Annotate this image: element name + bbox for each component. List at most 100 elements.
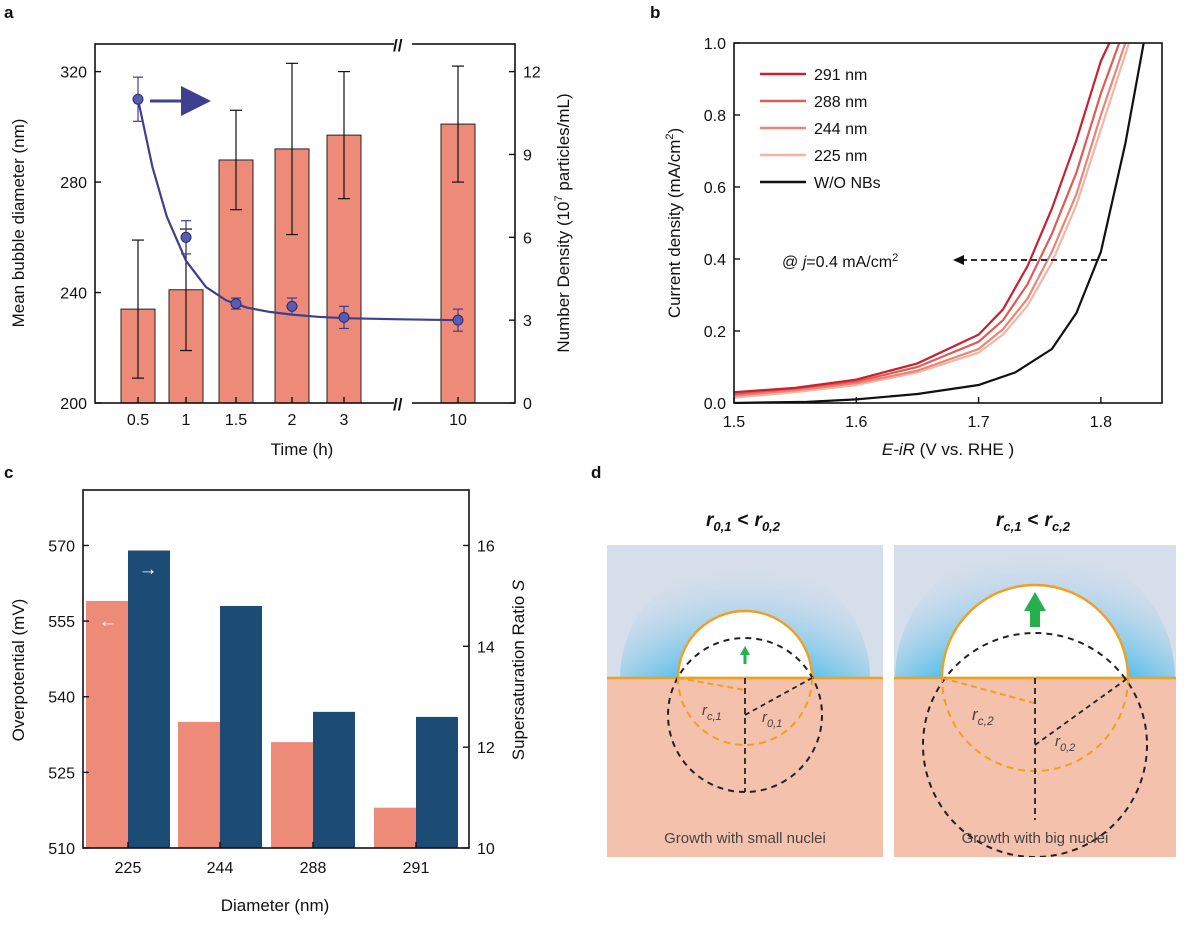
y-tick-label: 320 bbox=[60, 65, 87, 82]
supersaturation-bar bbox=[128, 550, 170, 848]
growth-arrow-shaft bbox=[1030, 610, 1040, 627]
label-rc1-sub: c,1 bbox=[707, 711, 722, 723]
data-point bbox=[452, 314, 464, 326]
panel-label-c: c bbox=[4, 463, 13, 482]
x-tick-label: 1.8 bbox=[1090, 414, 1112, 431]
axis-break-top: // bbox=[393, 36, 403, 55]
label-rc2-sub: c,2 bbox=[978, 714, 994, 728]
y-tick-label: 0.0 bbox=[704, 396, 726, 413]
left-title-less: < bbox=[737, 510, 748, 531]
y-axis-title: Overpotential (mV) bbox=[9, 599, 28, 742]
x-tick-label: 225 bbox=[115, 860, 142, 877]
y2-axis-title-italic: S bbox=[509, 579, 528, 591]
y-axis-title-tail: ) bbox=[665, 128, 684, 134]
label-r01-sub: 0,1 bbox=[767, 718, 782, 730]
y-tick-label: 525 bbox=[48, 765, 75, 782]
y-tick-label: 200 bbox=[60, 396, 87, 413]
y-tick-label: 570 bbox=[48, 538, 75, 555]
plot-frame bbox=[733, 42, 1163, 404]
plot-frame bbox=[82, 489, 470, 849]
right-title-r2: r bbox=[1045, 510, 1054, 531]
y-tick-label: 240 bbox=[60, 286, 87, 303]
y2-axis-title-main: Number Density (10 bbox=[554, 201, 573, 352]
nucleation-diagram: r0,1 < r0,2 rc,1 < rc,2 rc,1 r0,1 Grow bbox=[607, 510, 1176, 857]
chart-b: 1.5 1.6 1.7 1.8 0.0 0.2 0.4 0.6 0.8 1.0 291 nm 288… bbox=[664, 36, 1163, 459]
right-caption: Growth with big nuclei bbox=[962, 830, 1109, 847]
y-tick-label: 0.8 bbox=[704, 108, 726, 125]
label-r02-sub: 0,2 bbox=[1060, 742, 1075, 754]
x-axis-title-italic: E-iR bbox=[882, 440, 915, 459]
series-line bbox=[734, 42, 1121, 396]
x-axis-title: Diameter (nm) bbox=[221, 896, 330, 915]
liquid-region bbox=[607, 678, 883, 857]
right-diagram-title: rc,1 < rc,2 bbox=[996, 510, 1071, 534]
series-line bbox=[734, 42, 1111, 394]
y2-tick-label: 0 bbox=[523, 396, 532, 413]
series-line bbox=[734, 42, 1145, 404]
right-title-r1: r bbox=[996, 510, 1005, 531]
annotation-prefix: @ bbox=[782, 254, 803, 271]
overpotential-bar bbox=[374, 807, 416, 848]
data-point bbox=[180, 231, 192, 243]
left-title-r1: r bbox=[706, 510, 715, 531]
radius-line-r0 bbox=[1034, 677, 1129, 746]
y2-tick-label: 16 bbox=[477, 538, 495, 555]
radius-line-rc bbox=[677, 677, 746, 691]
radius-line-r0 bbox=[744, 677, 813, 716]
nucleus-circle-r0 bbox=[667, 637, 823, 793]
data-point bbox=[286, 300, 298, 312]
annotation-sup: 2 bbox=[892, 252, 898, 264]
growth-arrow-icon bbox=[1024, 592, 1046, 611]
y2-tick-label: 3 bbox=[523, 313, 532, 330]
x-tick-label: 0.5 bbox=[127, 412, 149, 429]
bar bbox=[274, 148, 310, 404]
y2-axis-title: Supersaturation Ratio S bbox=[509, 579, 528, 760]
y-tick-label: 1.0 bbox=[704, 36, 726, 53]
legend-label: 244 nm bbox=[814, 121, 867, 138]
y-tick-label: 0.2 bbox=[704, 324, 726, 341]
annotation-value: =0.4 mA/cm bbox=[806, 254, 892, 271]
panel-label-a: a bbox=[4, 3, 14, 22]
y2-tick-label: 12 bbox=[477, 740, 495, 757]
y-tick-label: 0.6 bbox=[704, 180, 726, 197]
y-tick-label: 540 bbox=[48, 690, 75, 707]
x-tick-label: 1.7 bbox=[967, 414, 989, 431]
legend-label: 288 nm bbox=[814, 94, 867, 111]
x-tick-label: 10 bbox=[449, 412, 467, 429]
supersaturation-bar bbox=[416, 716, 458, 848]
left-title-r2: r bbox=[755, 510, 764, 531]
panel-label-d: d bbox=[591, 463, 601, 482]
annotation-arrowhead bbox=[953, 255, 964, 265]
y2-tick-label: 9 bbox=[523, 147, 532, 164]
left-axis-arrow: ← bbox=[99, 611, 118, 632]
legend-label: 225 nm bbox=[814, 148, 867, 165]
data-point bbox=[132, 93, 144, 105]
y2-tick-label: 10 bbox=[477, 841, 495, 858]
series-line bbox=[734, 42, 1131, 399]
nucleus-circle-r0 bbox=[922, 632, 1148, 857]
label-r02: r0,2 bbox=[1055, 733, 1075, 754]
y2-axis-title: Number Density (107 particles/mL) bbox=[553, 93, 573, 352]
growth-arrow-icon bbox=[740, 646, 750, 655]
left-diagram-title: r0,1 < r0,2 bbox=[706, 510, 781, 534]
x-tick-label: 1.6 bbox=[845, 414, 867, 431]
left-title-sub2: 0,2 bbox=[762, 519, 781, 534]
axis-break-mask-bottom bbox=[394, 395, 412, 411]
x-tick-label: 244 bbox=[207, 860, 234, 877]
x-tick-label: 1.5 bbox=[225, 412, 247, 429]
label-rc2: rc,2 bbox=[972, 705, 994, 728]
overpotential-bar bbox=[271, 742, 313, 848]
label-r01-r: r bbox=[762, 709, 768, 726]
label-rc1: rc,1 bbox=[702, 702, 722, 723]
radius-line-rc bbox=[941, 677, 1035, 704]
x-tick-label: 291 bbox=[403, 860, 430, 877]
x-tick-label: 1 bbox=[182, 412, 191, 429]
axis-break-mask-top bbox=[394, 36, 412, 52]
label-r01: r0,1 bbox=[762, 709, 782, 730]
right-pane: rc,2 r0,2 Growth with big nuclei bbox=[894, 545, 1176, 857]
x-tick-label: 2 bbox=[288, 412, 297, 429]
right-axis-arrow: → bbox=[139, 559, 158, 580]
panel-label-b: b bbox=[650, 3, 660, 22]
